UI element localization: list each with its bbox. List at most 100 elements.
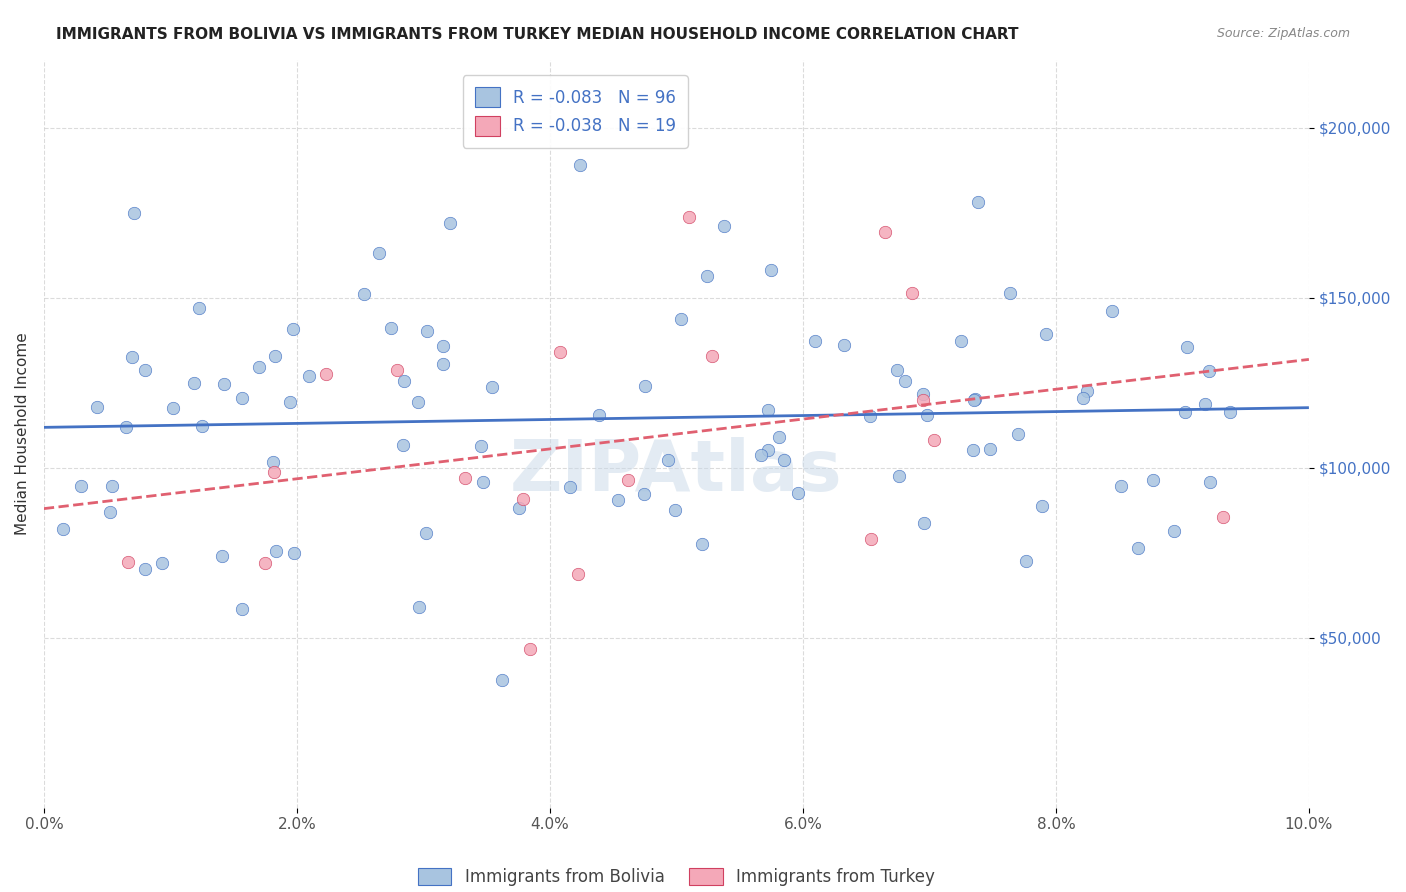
Point [1071,391,1094,405]
Point [915,408,938,422]
Point [1035,326,1057,341]
Point [912,392,935,407]
Point [950,334,973,348]
Point [392,437,415,451]
Point [100,479,122,493]
Point [912,386,935,401]
Point [368,246,391,260]
Point [773,453,796,467]
Text: ZIPAtlas: ZIPAtlas [510,436,842,506]
Point [633,486,655,500]
Point [567,566,589,581]
Point [962,442,984,457]
Point [439,216,461,230]
Point [278,394,301,409]
Point [893,375,915,389]
Point [121,350,143,364]
Point [254,556,277,570]
Point [415,525,437,540]
Point [315,367,337,381]
Point [453,471,475,485]
Point [162,401,184,416]
Point [70,479,93,493]
Point [690,536,713,550]
Point [1076,384,1098,399]
Point [669,312,692,326]
Point [657,453,679,467]
Point [134,363,156,377]
Point [262,455,284,469]
Point [859,409,882,424]
Point [1109,479,1132,493]
Point [117,555,139,569]
Point [508,500,530,515]
Point [266,543,288,558]
Point [617,473,640,487]
Point [86,401,108,415]
Point [963,392,986,407]
Point [471,475,494,490]
Point [1126,541,1149,555]
Point [803,334,825,348]
Point [247,359,270,374]
Point [607,492,630,507]
Point [353,287,375,301]
Point [392,374,415,388]
Point [1101,303,1123,318]
Point [756,403,779,417]
Point [1199,475,1222,489]
Point [1031,500,1053,514]
Point [922,433,945,447]
Point [408,599,430,614]
Point [901,285,924,300]
Text: IMMIGRANTS FROM BOLIVIA VS IMMIGRANTS FROM TURKEY MEDIAN HOUSEHOLD INCOME CORREL: IMMIGRANTS FROM BOLIVIA VS IMMIGRANTS FR… [56,27,1019,42]
Point [912,516,935,530]
Point [1198,364,1220,378]
Y-axis label: Median Household Income: Median Household Income [15,332,30,535]
Point [380,321,402,335]
Point [664,503,686,517]
Point [786,486,808,500]
Point [114,420,136,434]
Legend: R = -0.083   N = 96, R = -0.038   N = 19: R = -0.083 N = 96, R = -0.038 N = 19 [463,76,688,148]
Point [700,349,723,363]
Point [967,195,990,210]
Point [52,522,75,536]
Point [560,480,582,494]
Point [568,158,591,172]
Point [190,419,212,434]
Point [768,430,790,444]
Point [98,505,121,519]
Point [432,357,454,371]
Point [519,642,541,657]
Point [231,391,253,405]
Point [512,492,534,507]
Point [548,345,571,359]
Point [979,442,1001,457]
Point [150,556,173,570]
Point [432,338,454,352]
Point [749,448,772,462]
Point [1000,285,1022,300]
Point [696,268,718,283]
Point [281,322,304,336]
Point [416,325,439,339]
Point [1194,397,1216,411]
Point [122,206,145,220]
Point [1219,405,1241,419]
Point [298,368,321,383]
Point [183,376,205,390]
Point [1174,405,1197,419]
Point [834,338,856,352]
Point [873,225,896,239]
Point [588,409,610,423]
Point [887,469,910,483]
Point [263,465,285,479]
Point [963,392,986,406]
Text: Source: ZipAtlas.com: Source: ZipAtlas.com [1216,27,1350,40]
Point [491,673,513,687]
Point [758,443,780,458]
Point [761,263,783,277]
Point [211,549,233,563]
Point [634,379,657,393]
